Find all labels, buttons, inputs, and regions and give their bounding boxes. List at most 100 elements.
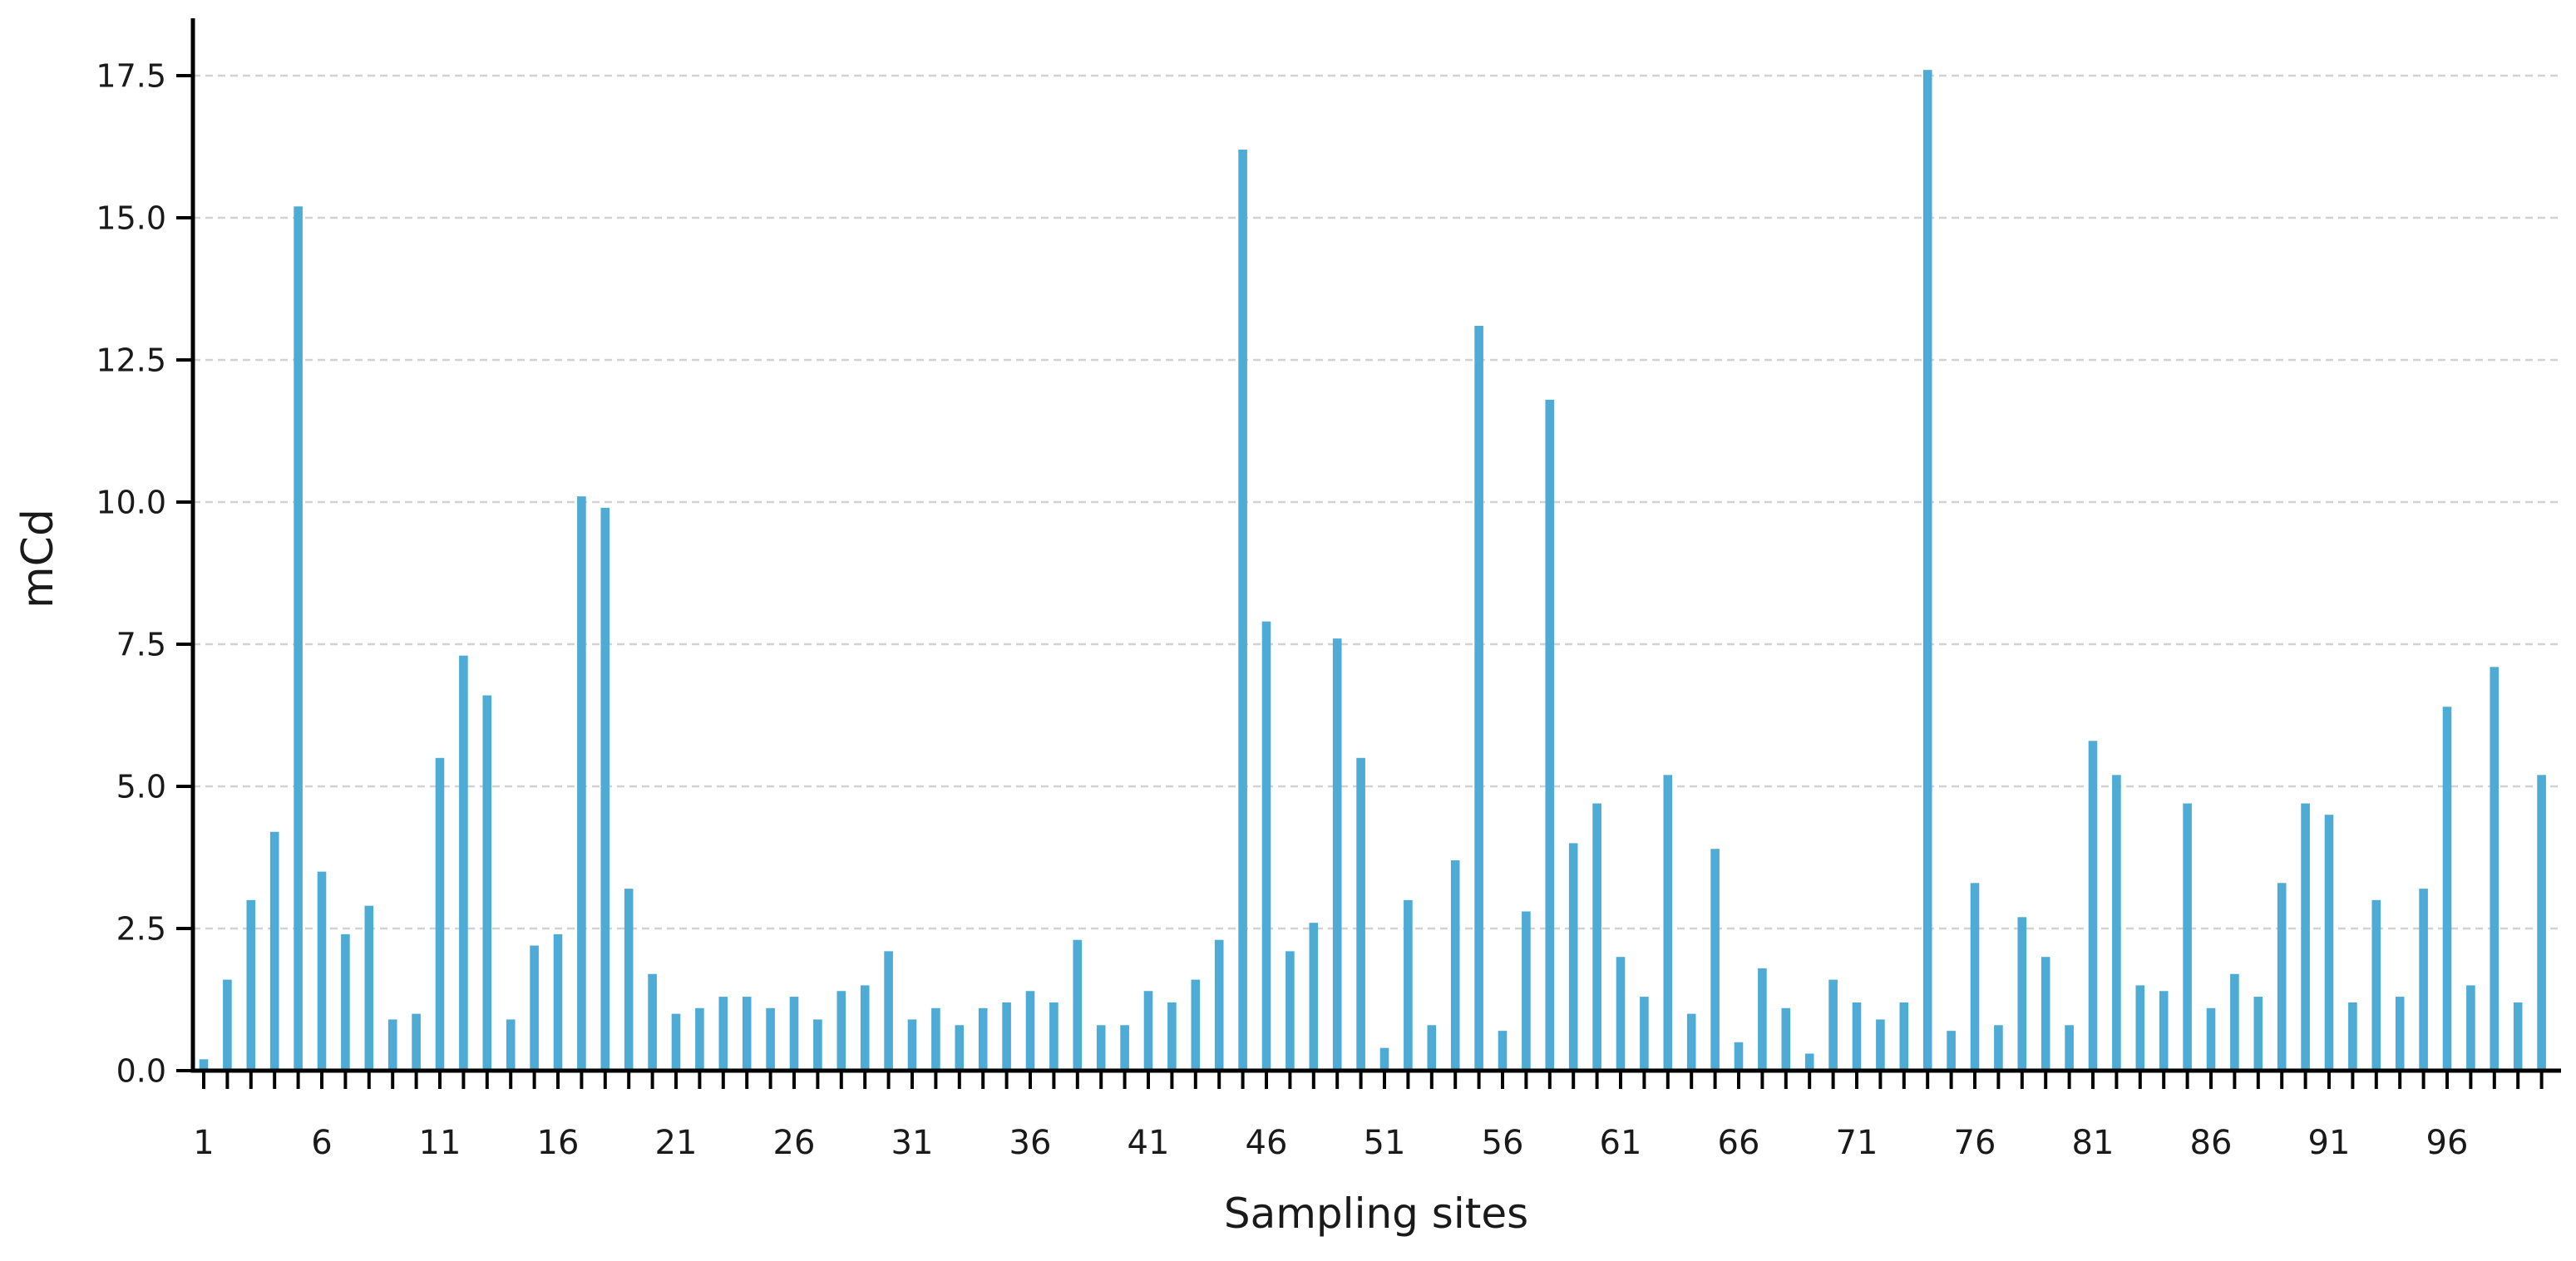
bar-site-39: [1096, 1025, 1106, 1071]
bar-site-32: [931, 1007, 940, 1071]
bar-site-70: [1828, 979, 1838, 1071]
bar-site-14: [506, 1019, 516, 1071]
x-tick-label: 1: [193, 1124, 214, 1162]
bar-site-86: [2206, 1007, 2216, 1071]
y-tick-label: 2.5: [116, 910, 166, 947]
bar-site-4: [269, 831, 279, 1071]
bar-site-82: [2112, 775, 2121, 1071]
bar-site-65: [1710, 849, 1720, 1071]
x-tick-label: 91: [2308, 1124, 2351, 1162]
bar-site-48: [1309, 923, 1319, 1071]
bar-site-59: [1568, 843, 1578, 1071]
bar-site-72: [1876, 1019, 1885, 1071]
bar-site-51: [1379, 1047, 1389, 1071]
bar-site-77: [1994, 1025, 2003, 1071]
x-tick-label: 61: [1600, 1124, 1642, 1162]
bar-site-28: [836, 991, 846, 1071]
bar-site-80: [2065, 1025, 2074, 1071]
bar-site-94: [2395, 997, 2405, 1071]
bar-site-5: [294, 206, 303, 1071]
bar-site-20: [648, 973, 657, 1071]
bar-site-90: [2301, 803, 2310, 1071]
bar-site-68: [1781, 1007, 1791, 1071]
bar-site-61: [1616, 957, 1626, 1071]
bar-site-19: [624, 889, 634, 1071]
bar-site-89: [2277, 883, 2287, 1071]
bar-site-76: [1970, 883, 1980, 1071]
bar-site-22: [695, 1007, 704, 1071]
bar-site-58: [1545, 399, 1555, 1071]
bar-site-73: [1899, 1002, 1909, 1071]
y-tick-label: 7.5: [116, 626, 166, 663]
bar-site-66: [1734, 1042, 1744, 1071]
bar-site-100: [2537, 775, 2546, 1071]
bar-site-12: [459, 655, 468, 1071]
x-tick-label: 6: [311, 1124, 332, 1162]
x-tick-label: 56: [1482, 1124, 1524, 1162]
bar-site-21: [671, 1013, 681, 1071]
bar-site-75: [1947, 1031, 1956, 1071]
bar-site-6: [317, 871, 327, 1071]
y-axis-title: mCd: [13, 509, 63, 608]
bar-site-78: [2017, 917, 2027, 1071]
bar-site-79: [2041, 957, 2050, 1071]
y-tick-label: 10.0: [96, 484, 166, 520]
bar-site-71: [1852, 1002, 1862, 1071]
bar-site-69: [1804, 1053, 1814, 1071]
x-tick-label: 36: [1009, 1124, 1052, 1162]
bar-site-13: [482, 695, 492, 1071]
bar-site-50: [1356, 757, 1365, 1071]
bar-site-46: [1261, 621, 1271, 1071]
x-tick-label: 26: [773, 1124, 816, 1162]
bar-site-10: [412, 1013, 421, 1071]
bar-site-33: [955, 1025, 965, 1071]
bar-site-92: [2348, 1002, 2357, 1071]
bar-site-43: [1191, 979, 1201, 1071]
bar-site-99: [2513, 1002, 2523, 1071]
bar-site-98: [2490, 667, 2500, 1071]
bar-site-93: [2371, 899, 2381, 1071]
x-tick-label: 51: [1364, 1124, 1406, 1162]
x-tick-label: 76: [1954, 1124, 1996, 1162]
bar-site-35: [1002, 1002, 1011, 1071]
bar-site-7: [341, 933, 350, 1071]
bar-site-83: [2135, 985, 2145, 1071]
bar-site-53: [1427, 1025, 1437, 1071]
bar-site-27: [813, 1019, 822, 1071]
x-tick-label: 16: [537, 1124, 580, 1162]
bar-site-38: [1073, 939, 1083, 1071]
bar-site-97: [2466, 985, 2475, 1071]
bar-site-17: [577, 496, 586, 1071]
bar-site-29: [860, 985, 870, 1071]
bar-site-84: [2159, 991, 2169, 1071]
bar-site-47: [1286, 951, 1295, 1071]
x-tick-label: 86: [2190, 1124, 2233, 1162]
bar-site-55: [1474, 325, 1483, 1071]
bar-site-15: [530, 945, 539, 1071]
bar-site-26: [789, 997, 799, 1071]
bar-site-54: [1450, 860, 1460, 1071]
bar-site-1: [199, 1059, 209, 1071]
bar-site-74: [1922, 70, 1932, 1071]
x-tick-label: 96: [2426, 1124, 2469, 1162]
x-tick-label: 31: [891, 1124, 934, 1162]
bar-site-96: [2442, 707, 2452, 1071]
bar-site-2: [223, 979, 232, 1071]
bar-site-62: [1640, 997, 1649, 1071]
bar-site-67: [1758, 968, 1767, 1071]
x-tick-label: 41: [1128, 1124, 1170, 1162]
x-tick-label: 66: [1718, 1124, 1760, 1162]
y-tick-label: 12.5: [96, 342, 166, 378]
bar-site-81: [2088, 741, 2098, 1071]
bar-site-30: [884, 951, 893, 1071]
bar-site-34: [978, 1007, 988, 1071]
bar-site-18: [600, 507, 610, 1071]
bar-site-16: [553, 933, 563, 1071]
bar-site-23: [718, 997, 728, 1071]
y-tick-label: 5.0: [116, 768, 166, 805]
x-axis-title: Sampling sites: [1223, 1190, 1529, 1238]
y-tick-label: 15.0: [96, 199, 166, 236]
bar-site-40: [1120, 1025, 1129, 1071]
x-tick-label: 21: [655, 1124, 698, 1162]
bar-site-37: [1049, 1002, 1059, 1071]
